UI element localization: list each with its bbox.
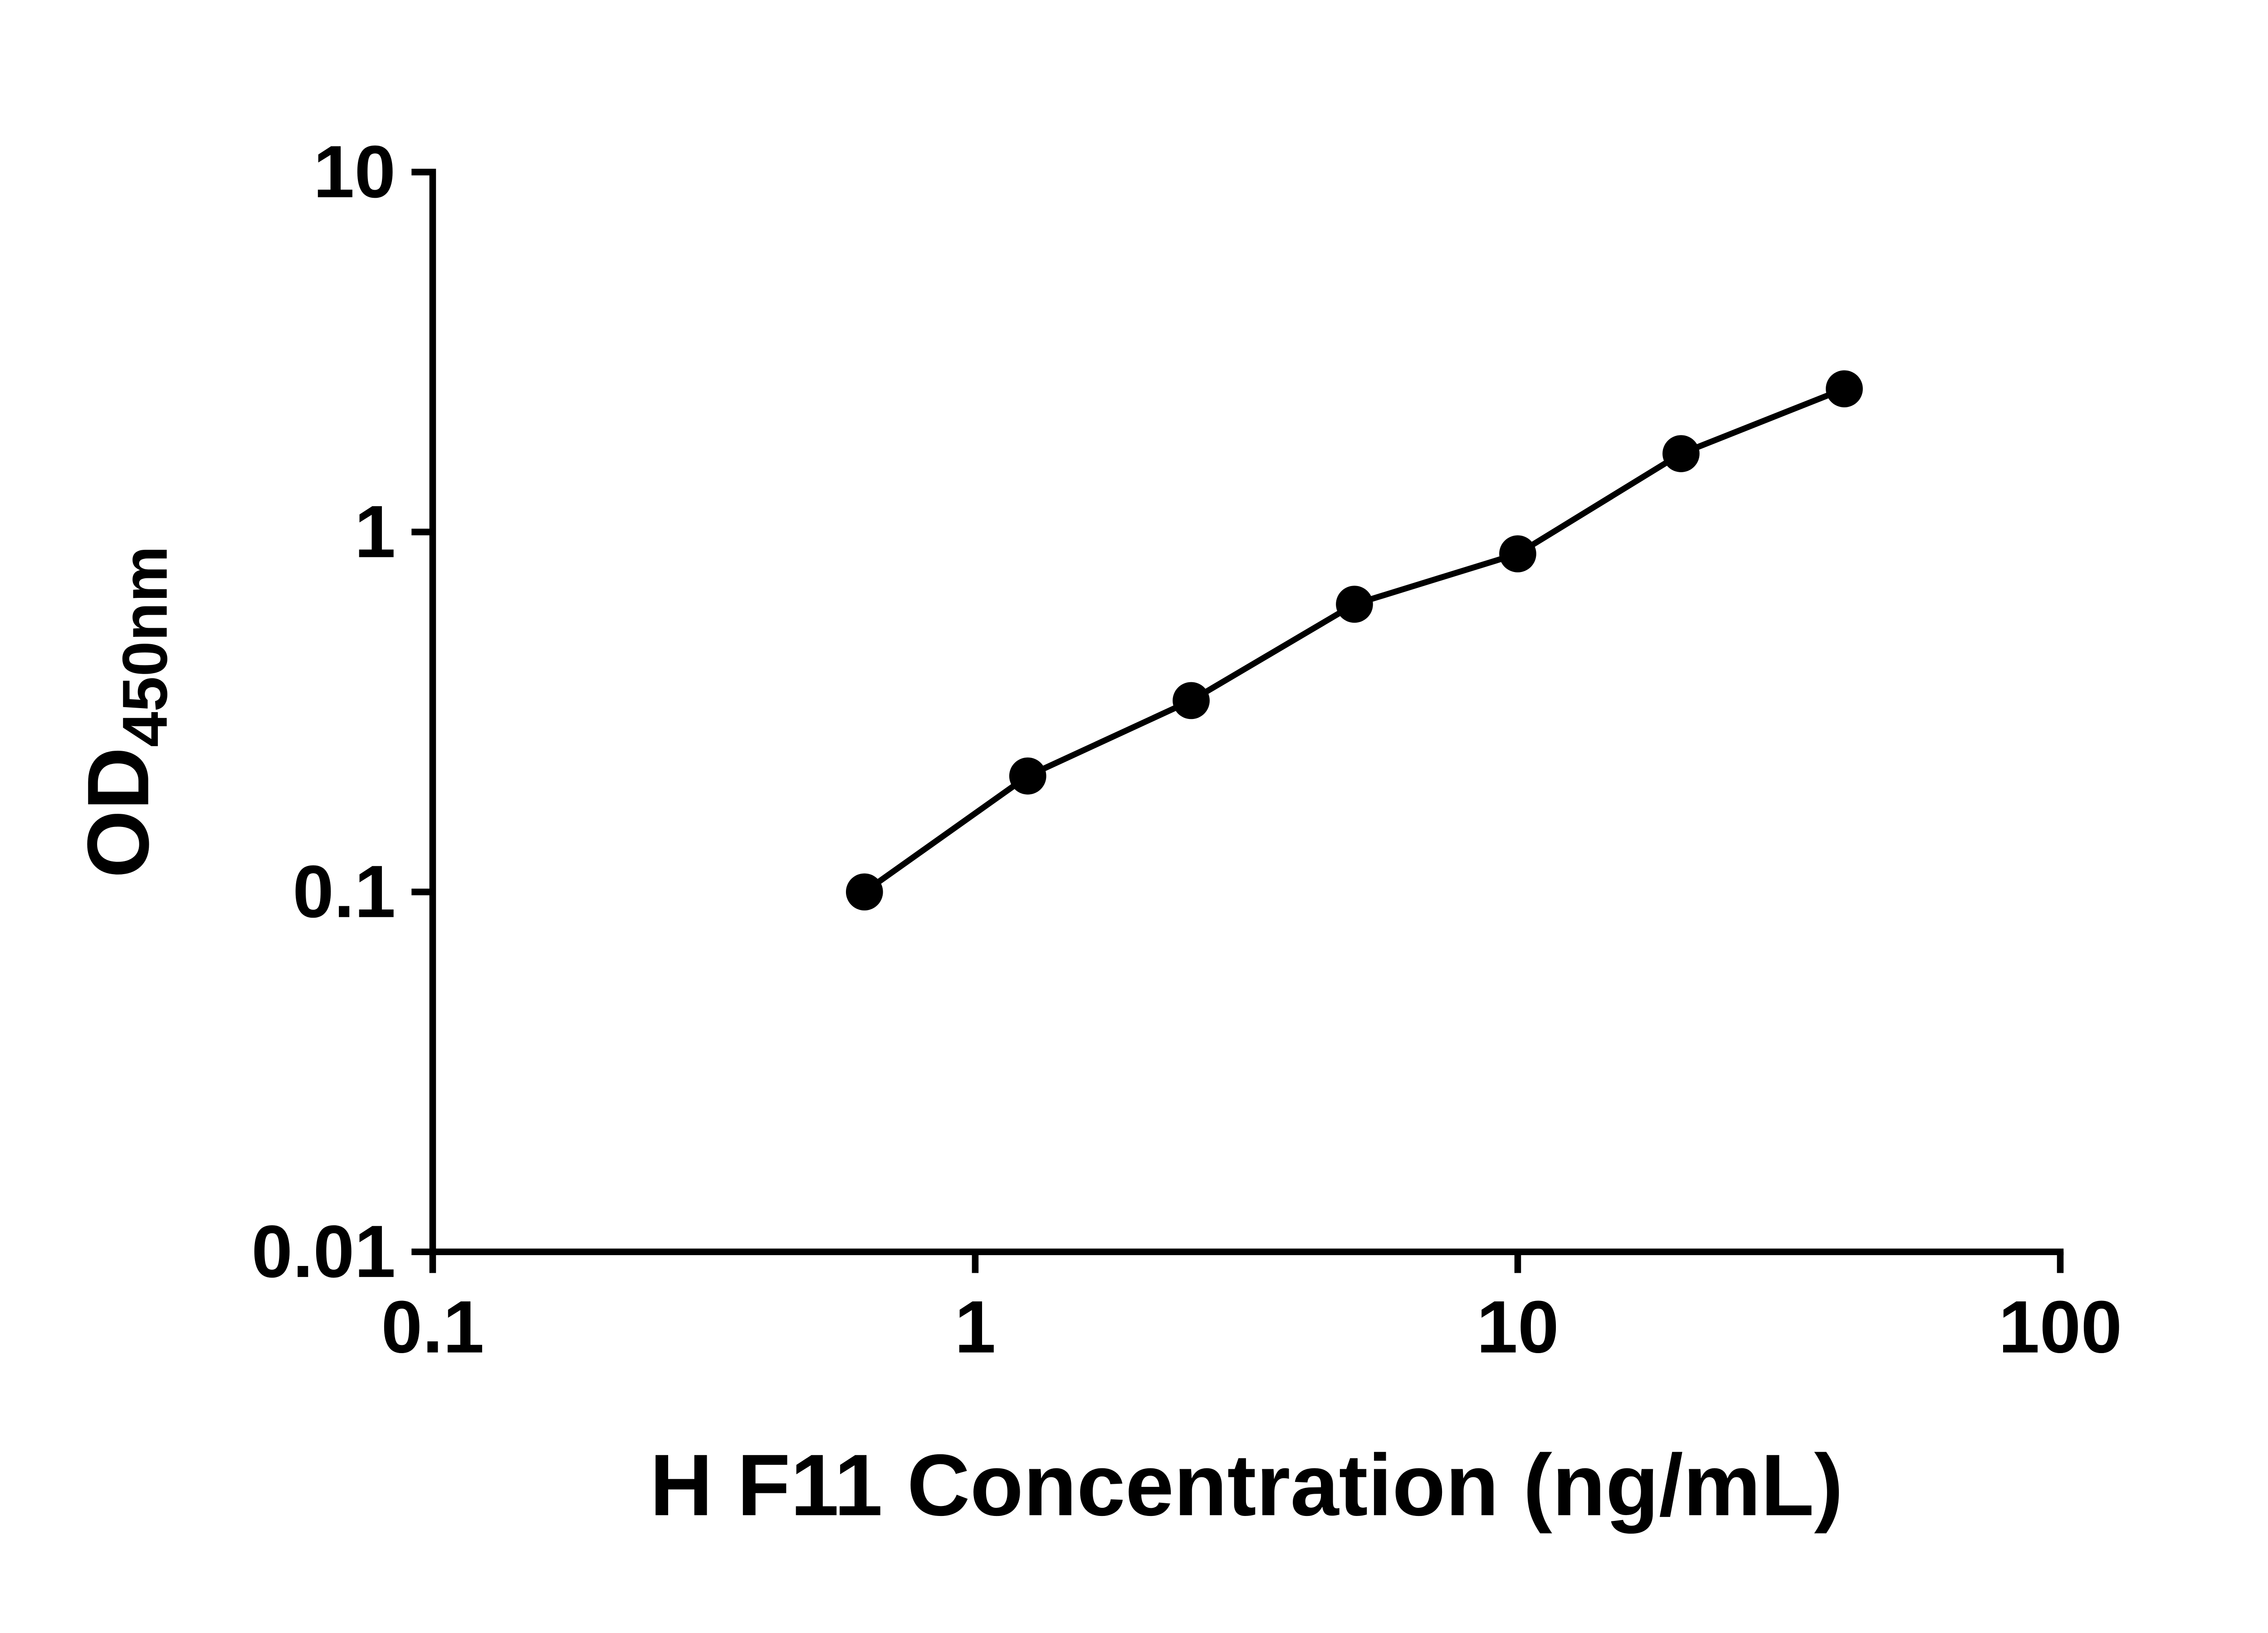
- y-axis-title-subscript: 450nm: [109, 546, 181, 747]
- x-tick-label: 0.1: [381, 1285, 484, 1368]
- data-point: [1173, 682, 1210, 719]
- y-tick-label: 0.01: [251, 1210, 396, 1293]
- chart-background: [0, 22, 2268, 1611]
- y-tick-label: 1: [354, 490, 396, 573]
- y-axis-tick-labels: 0.01 0.1 1 10: [251, 130, 396, 1293]
- data-point: [1826, 370, 1863, 408]
- data-point: [1662, 435, 1700, 472]
- y-axis-title: OD450nm: [69, 546, 181, 878]
- x-axis-title: H F11 Concentration (ng/mL): [650, 1436, 1843, 1534]
- data-point: [1336, 586, 1373, 623]
- x-tick-label: 1: [955, 1285, 996, 1368]
- x-axis-tick-marks: [429, 1252, 2064, 1273]
- data-point: [1009, 757, 1046, 795]
- data-points: [846, 370, 1863, 911]
- x-tick-label: 10: [1476, 1285, 1559, 1368]
- data-point: [846, 873, 883, 911]
- x-tick-label: 100: [1999, 1285, 2122, 1368]
- data-point: [1499, 535, 1536, 572]
- y-tick-label: 10: [313, 130, 396, 213]
- y-axis-tick-marks: [411, 169, 433, 1256]
- x-axis-tick-labels: 0.1 1 10 100: [381, 1285, 2122, 1368]
- y-tick-label: 0.1: [293, 850, 396, 933]
- y-axis-title-base: OD: [69, 747, 167, 878]
